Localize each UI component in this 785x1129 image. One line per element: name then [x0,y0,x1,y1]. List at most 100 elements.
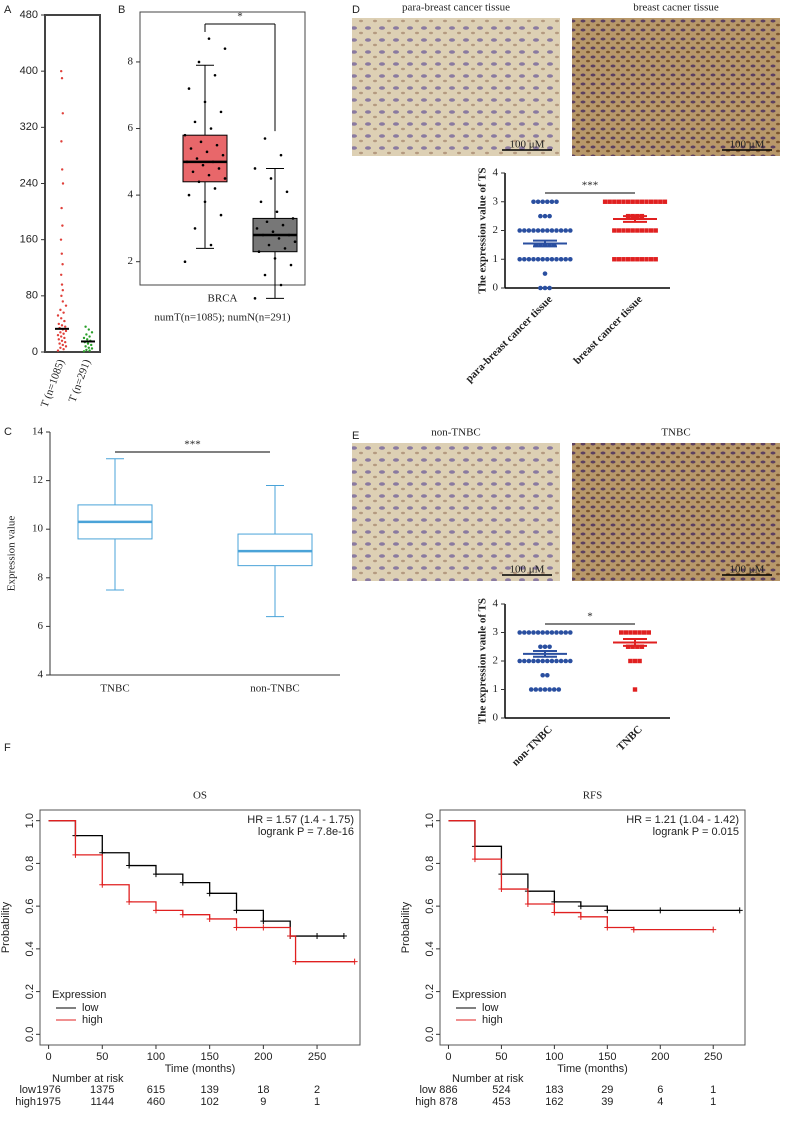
data-point [623,630,628,635]
data-point [558,658,564,664]
x-axis-label: Time (months) [557,1063,628,1075]
censor-mark [551,909,558,916]
y-tick-label: 2 [493,655,499,667]
y-tick-label: 2 [493,224,499,236]
risk-count: 139 [200,1084,218,1096]
data-point [554,228,559,233]
y-tick-label: 0 [493,282,499,294]
y-tick-label: 4 [493,167,499,179]
x-tick-label: breast cancer tissue [571,293,645,367]
data-point [644,257,649,262]
data-point [64,329,68,333]
data-point [531,256,536,262]
data-point [201,163,205,167]
y-tick-label: 10 [32,523,44,535]
data-point [551,687,557,692]
data-point [653,199,658,204]
data-point [281,223,285,227]
risk-title: Number at risk [452,1073,524,1085]
censor-mark [126,898,133,905]
data-point [635,257,640,262]
data-point [642,630,647,635]
y-axis-label: Probability [400,901,412,953]
y-tick-label: 0.6 [424,898,436,913]
data-point [625,199,631,204]
data-point [82,350,86,353]
data-point [205,150,209,154]
x-tick-label: 50 [96,1051,108,1063]
data-point [517,658,522,664]
data-point [289,263,293,267]
censor-mark [72,851,79,858]
data-point [563,228,568,233]
data-point [540,199,545,205]
subtitle: numT(n=1085); numN(n=291) [154,312,290,324]
data-point [522,630,527,635]
data-point [59,308,62,312]
data-point [630,228,635,233]
logrank: logrank P = 0.015 [653,826,739,838]
risk-row-label: low [19,1084,36,1096]
data-point [64,345,68,348]
risk-count: 1 [710,1096,716,1108]
y-tick-label: 0.0 [24,1027,36,1042]
data-point [90,331,94,334]
survival-curve [48,820,344,937]
data-point [257,250,261,254]
micrograph [572,443,780,581]
panel-letter: C [4,426,12,438]
data-point [558,256,564,262]
data-point [542,213,548,219]
data-point [291,217,295,220]
data-point [549,199,555,205]
data-point [632,658,638,664]
data-point [538,687,543,692]
data-point [283,247,287,250]
risk-count: 615 [147,1084,165,1096]
x-tick-label: T (n=1085) [39,357,68,409]
data-point [637,630,642,635]
data-point [60,339,64,342]
data-point [203,100,207,104]
micrograph [572,18,780,156]
data-point [607,199,612,204]
data-point [63,319,66,323]
risk-count: 9 [260,1096,266,1108]
data-point [568,658,573,664]
data-point [183,260,187,263]
data-point [88,349,91,352]
y-tick-label: 1.0 [424,813,436,828]
y-tick-label: 480 [20,9,38,21]
data-point [86,342,90,345]
data-point [63,336,66,340]
censor-mark [351,958,358,965]
y-tick-label: 0.4 [424,941,436,956]
x-tick-label: 100 [147,1051,165,1063]
box [182,134,228,183]
data-point [63,325,67,328]
data-point [88,335,91,338]
x-tick-label: 200 [651,1051,669,1063]
data-point [526,256,532,262]
data-point [644,228,649,233]
x-tick-label: 0 [445,1051,451,1063]
y-tick-label: 4 [38,669,44,681]
image-label: TNBC [661,427,690,439]
data-point [59,346,62,349]
data-point [531,658,536,664]
risk-count: 39 [601,1096,613,1108]
data-point [85,333,88,336]
data-point [61,112,64,115]
data-point [60,335,63,338]
data-point [56,314,60,317]
data-point [540,658,545,664]
risk-count: 6 [657,1084,663,1096]
risk-count: 2 [314,1084,320,1096]
y-tick-label: 12 [32,474,43,486]
risk-count: 162 [545,1096,563,1108]
risk-count: 1976 [36,1084,60,1096]
data-point [639,257,645,262]
censor-mark [292,958,299,965]
data-point [542,644,548,650]
data-point [56,349,60,352]
